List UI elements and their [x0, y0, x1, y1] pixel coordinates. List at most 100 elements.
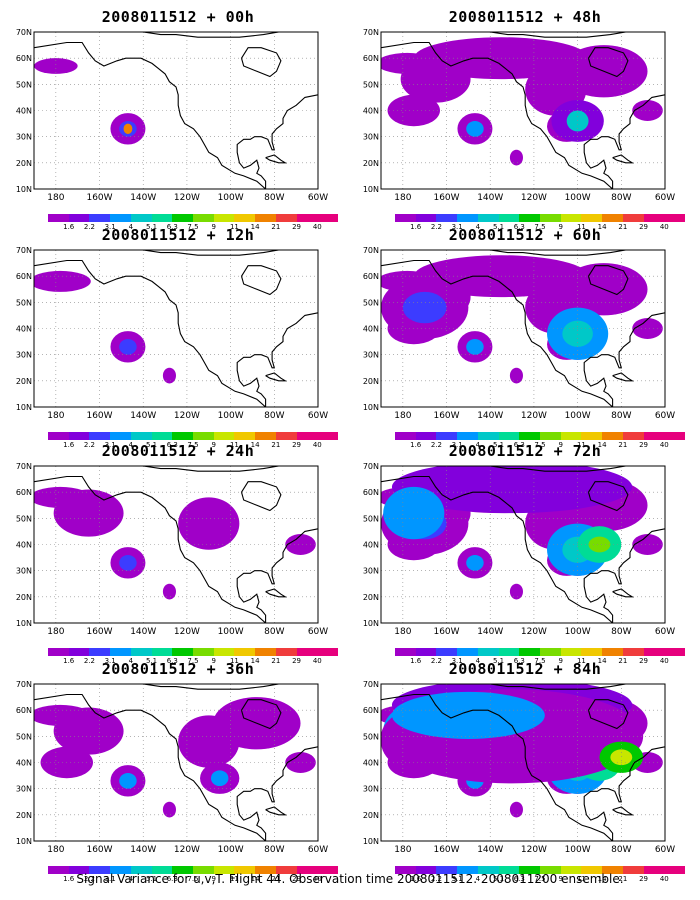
lat-tick-label: 30N [16, 567, 32, 576]
colorbar-swatch [457, 432, 479, 440]
lat-tick-label: 40N [16, 107, 32, 116]
coastline [490, 684, 626, 690]
lon-tick-label: 80W [611, 193, 631, 203]
colorbar-swatch [89, 214, 111, 222]
lon-tick-label: 140W [130, 627, 156, 637]
colorbar-swatch [213, 866, 235, 874]
colorbar-label: 6.3 [513, 875, 525, 883]
lon-tick-label: 60W [308, 845, 328, 855]
lat-tick-label: 60N [16, 488, 32, 497]
variance-contour [632, 534, 663, 555]
lon-tick-label: 100W [218, 411, 244, 421]
colorbar-label: 14 [597, 875, 607, 883]
coastline [34, 693, 266, 841]
colorbar-label: 4 [475, 441, 481, 449]
colorbar-label: 21 [271, 657, 281, 665]
colorbar-label: 2.2 [83, 875, 95, 883]
colorbar-swatch [68, 432, 90, 440]
coastline [34, 41, 266, 189]
lon-tick-label: 80W [611, 411, 631, 421]
colorbar-swatch [110, 648, 132, 656]
colorbar-swatch [664, 432, 686, 440]
lon-tick-label: 160W [433, 845, 459, 855]
lon-tick-label: 140W [130, 411, 156, 421]
colorbar-swatch [477, 432, 500, 440]
panel-title: 2008011512 + 60h [448, 226, 602, 244]
variance-contour [210, 770, 229, 787]
colorbar-swatch [395, 432, 417, 440]
colorbar-swatch [275, 432, 298, 440]
lon-tick-label: 180 [394, 627, 411, 637]
colorbar-swatch [622, 432, 645, 440]
lat-tick-label: 70N [16, 246, 32, 255]
colorbar-label: 1.6 [410, 223, 422, 231]
colorbar-label: 11 [229, 657, 239, 665]
colorbar-swatch [436, 432, 458, 440]
variance-contour [632, 318, 663, 339]
colorbar-label: 3.1 [451, 441, 463, 449]
colorbar-label: 14 [597, 657, 607, 665]
colorbar: 1.6 2.2 3.1 4 5.1 6.3 7.5 9 11 14 21 29 40 [395, 214, 686, 234]
lat-tick-label: 10N [16, 185, 32, 194]
colorbar-label: 21 [271, 441, 281, 449]
colorbar-swatch [172, 866, 194, 874]
lat-tick-label: 70N [363, 462, 379, 471]
coastline [587, 699, 629, 730]
colorbar-swatch [457, 648, 479, 656]
lon-tick-label: 60W [308, 627, 328, 637]
variance-contour [466, 120, 484, 137]
map-panel: 2008011512 + 48h 70N 60N 50N 40N 30N 20N 10N 180… [355, 8, 695, 231]
colorbar-label: 2.2 [430, 875, 442, 883]
colorbar-swatch [519, 432, 541, 440]
colorbar-label: 14 [250, 657, 260, 665]
colorbar-swatch [193, 214, 215, 222]
lon-tick-label: 80W [264, 193, 284, 203]
colorbar-label: 40 [659, 657, 669, 665]
panel-title: 2008011512 + 36h [101, 660, 255, 678]
variance-contour [632, 100, 663, 121]
colorbar-label: 2.2 [430, 441, 442, 449]
colorbar-label: 3.1 [104, 441, 116, 449]
lon-tick-label: 80W [264, 627, 284, 637]
colorbar-swatch [664, 648, 686, 656]
colorbar-swatch [317, 432, 339, 440]
lon-tick-label: 140W [477, 845, 503, 855]
coastline [265, 806, 288, 816]
colorbar-swatch [602, 866, 624, 874]
colorbar-swatch [172, 432, 194, 440]
variance-contour [562, 320, 593, 347]
variance-contour [509, 149, 523, 166]
coastline [587, 481, 629, 512]
colorbar-label: 14 [250, 875, 260, 883]
variance-contour [162, 367, 176, 384]
lon-tick-label: 180 [47, 627, 64, 637]
colorbar-swatch [415, 432, 437, 440]
colorbar-swatch [48, 432, 70, 440]
lon-tick-label: 120W [174, 627, 200, 637]
lat-tick-label: 20N [363, 159, 379, 168]
lon-tick-label: 60W [308, 411, 328, 421]
lon-tick-label: 100W [218, 193, 244, 203]
colorbar-swatch [415, 648, 437, 656]
lon-tick-label: 180 [394, 411, 411, 421]
colorbar-swatch [255, 214, 277, 222]
lat-tick-label: 30N [16, 133, 32, 142]
coastline [265, 588, 288, 598]
coastline [583, 528, 665, 623]
colorbar-swatch [296, 214, 318, 222]
variance-contour [509, 367, 523, 384]
colorbar: 1.6 2.2 3.1 4 5.1 6.3 7.5 9 11 14 21 29 40 [395, 648, 686, 668]
colorbar: 1.6 2.2 3.1 4 5.1 6.3 7.5 9 11 14 21 29 40 [48, 866, 339, 886]
colorbar-label: 4 [128, 441, 134, 449]
colorbar-label: 9 [558, 223, 563, 231]
map-panel: 2008011512 + 00h 70N 60N 50N 40N 30N 20N 10N 180… [8, 8, 348, 231]
colorbar-label: 3.1 [451, 657, 463, 665]
colorbar-label: 3.1 [104, 223, 116, 231]
coastline [240, 47, 282, 78]
colorbar-swatch [275, 214, 298, 222]
colorbar-swatch [234, 648, 256, 656]
colorbar-swatch [317, 214, 339, 222]
colorbar-label: 21 [618, 875, 628, 883]
colorbar-swatch [213, 214, 235, 222]
lat-tick-label: 50N [363, 514, 379, 523]
